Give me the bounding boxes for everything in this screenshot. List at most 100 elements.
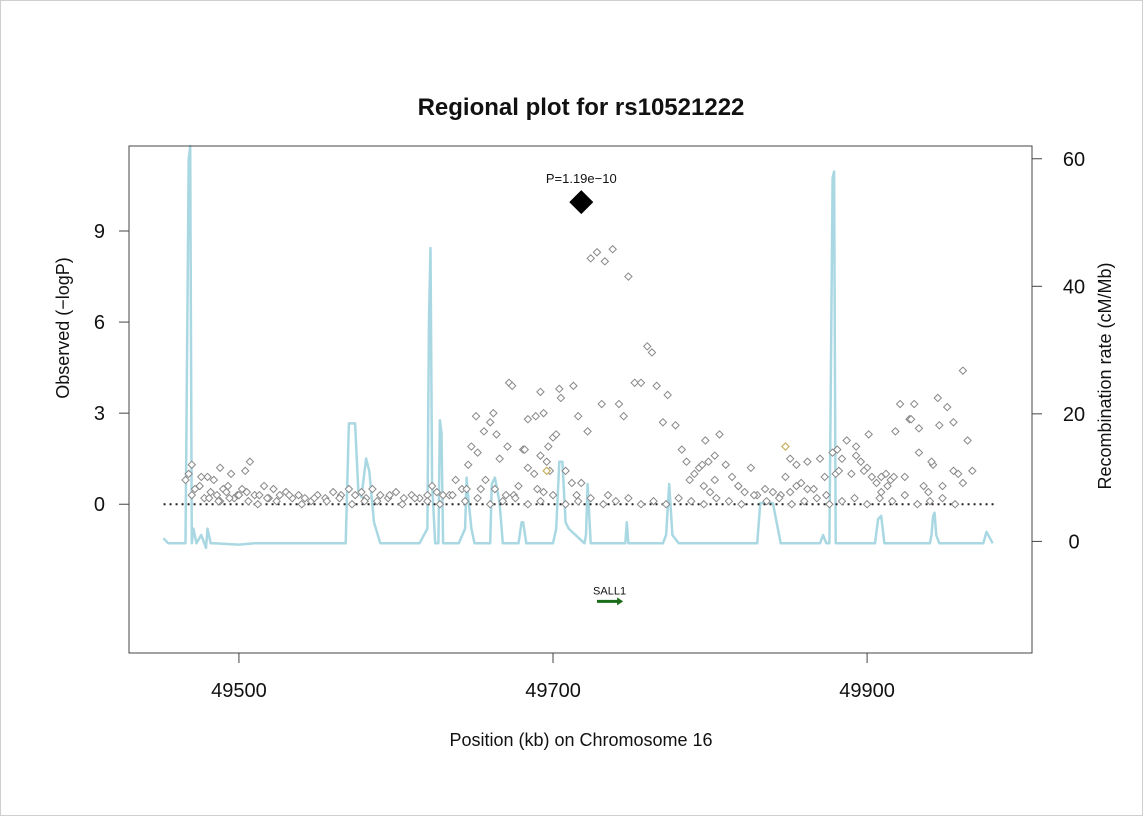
- snp-point: [734, 481, 743, 491]
- snp-point: [649, 496, 658, 506]
- snp-point: [259, 481, 269, 491]
- snp-point: [785, 487, 795, 497]
- snp-point: [837, 454, 847, 464]
- snp-point: [399, 493, 409, 503]
- snp-point: [938, 481, 947, 491]
- snp-point: [924, 487, 933, 497]
- snp-point: [328, 487, 338, 497]
- snp-point: [554, 384, 564, 394]
- snp-point: [481, 475, 490, 485]
- snp-point: [561, 499, 570, 509]
- snp-point: [815, 454, 825, 464]
- snp-point: [862, 499, 872, 509]
- snp-point: [825, 499, 834, 509]
- snp-point: [876, 487, 886, 497]
- snp-point: [724, 496, 734, 506]
- snp-point: [636, 499, 646, 509]
- snp-point: [642, 342, 652, 351]
- snp-point: [463, 460, 473, 470]
- snp-point: [624, 493, 633, 503]
- snp-point: [523, 499, 533, 509]
- snp-point: [451, 475, 460, 485]
- snp-point: [539, 408, 548, 418]
- snp-point: [603, 490, 613, 500]
- snp-point: [812, 493, 822, 503]
- snp-point: [809, 484, 819, 494]
- lead-snp-marker: [569, 190, 594, 215]
- snp-point: [226, 469, 236, 479]
- gene-label: SALL1: [593, 585, 626, 597]
- snp-point: [677, 445, 687, 454]
- snp-point: [614, 399, 624, 409]
- snp-point: [531, 411, 541, 421]
- snp-point: [900, 472, 910, 482]
- snp-point: [914, 424, 924, 433]
- snp-point: [820, 472, 830, 482]
- x-tick-label: 49700: [525, 680, 581, 702]
- snp-point: [385, 490, 394, 500]
- snp-point: [891, 427, 900, 436]
- snp-point: [244, 496, 253, 506]
- snp-point: [310, 493, 319, 503]
- snp-point: [255, 490, 264, 500]
- snp-point: [462, 484, 471, 494]
- snp-point: [435, 499, 445, 509]
- snp-point: [636, 378, 646, 388]
- snp-point: [740, 487, 749, 497]
- snp-point: [900, 490, 910, 500]
- snp-point: [240, 466, 250, 476]
- snp-point: [209, 475, 219, 485]
- snp-point: [495, 454, 504, 464]
- snp-point: [187, 460, 197, 470]
- snp-point: [958, 366, 968, 375]
- snp-point: [460, 496, 470, 506]
- snp-point: [372, 496, 382, 506]
- snp-point: [785, 454, 795, 464]
- snp-point: [503, 442, 512, 451]
- snp-point: [490, 484, 500, 494]
- snp-point: [432, 487, 442, 497]
- y2-tick-label: 40: [1063, 276, 1085, 298]
- y-axis-right: 0 20 40 60: [1032, 149, 1085, 553]
- snp-point: [520, 445, 530, 454]
- snp-layer: [181, 244, 977, 509]
- snp-point: [762, 496, 771, 506]
- snp-point: [799, 496, 809, 506]
- snp-point: [533, 484, 542, 494]
- snp-point: [685, 475, 694, 485]
- snp-point: [867, 472, 877, 482]
- snp-point: [958, 478, 968, 488]
- snp-point: [187, 490, 197, 500]
- snp-point: [652, 381, 661, 391]
- snp-point: [872, 478, 881, 488]
- y-axis-label-right: Recombination rate (cM/Mb): [1095, 262, 1115, 489]
- snp-point: [184, 469, 193, 479]
- snp-point: [792, 481, 801, 491]
- snp-point: [204, 493, 214, 503]
- snp-point: [360, 496, 369, 506]
- snp-point: [479, 427, 489, 436]
- snp-point: [895, 399, 905, 409]
- snp-point: [906, 414, 916, 424]
- snp-point: [448, 490, 457, 500]
- snp-point: [586, 254, 596, 263]
- snp-point: [536, 387, 545, 397]
- snp-point: [919, 481, 928, 491]
- plot-area: [128, 145, 1033, 654]
- snp-point: [253, 499, 263, 509]
- snp-point: [597, 399, 607, 409]
- snp-point: [556, 393, 566, 403]
- snp-point: [630, 378, 639, 388]
- snp-point: [663, 390, 672, 400]
- snp-point: [498, 496, 508, 506]
- snp-point: [938, 493, 947, 503]
- snp-point: [368, 484, 377, 494]
- snp-point: [600, 257, 610, 266]
- snp-point: [875, 493, 884, 503]
- x-tick-label: 49500: [211, 680, 267, 702]
- snp-point: [583, 427, 592, 436]
- snp-point: [234, 490, 244, 500]
- snp-point: [847, 469, 856, 479]
- snp-point: [705, 487, 715, 497]
